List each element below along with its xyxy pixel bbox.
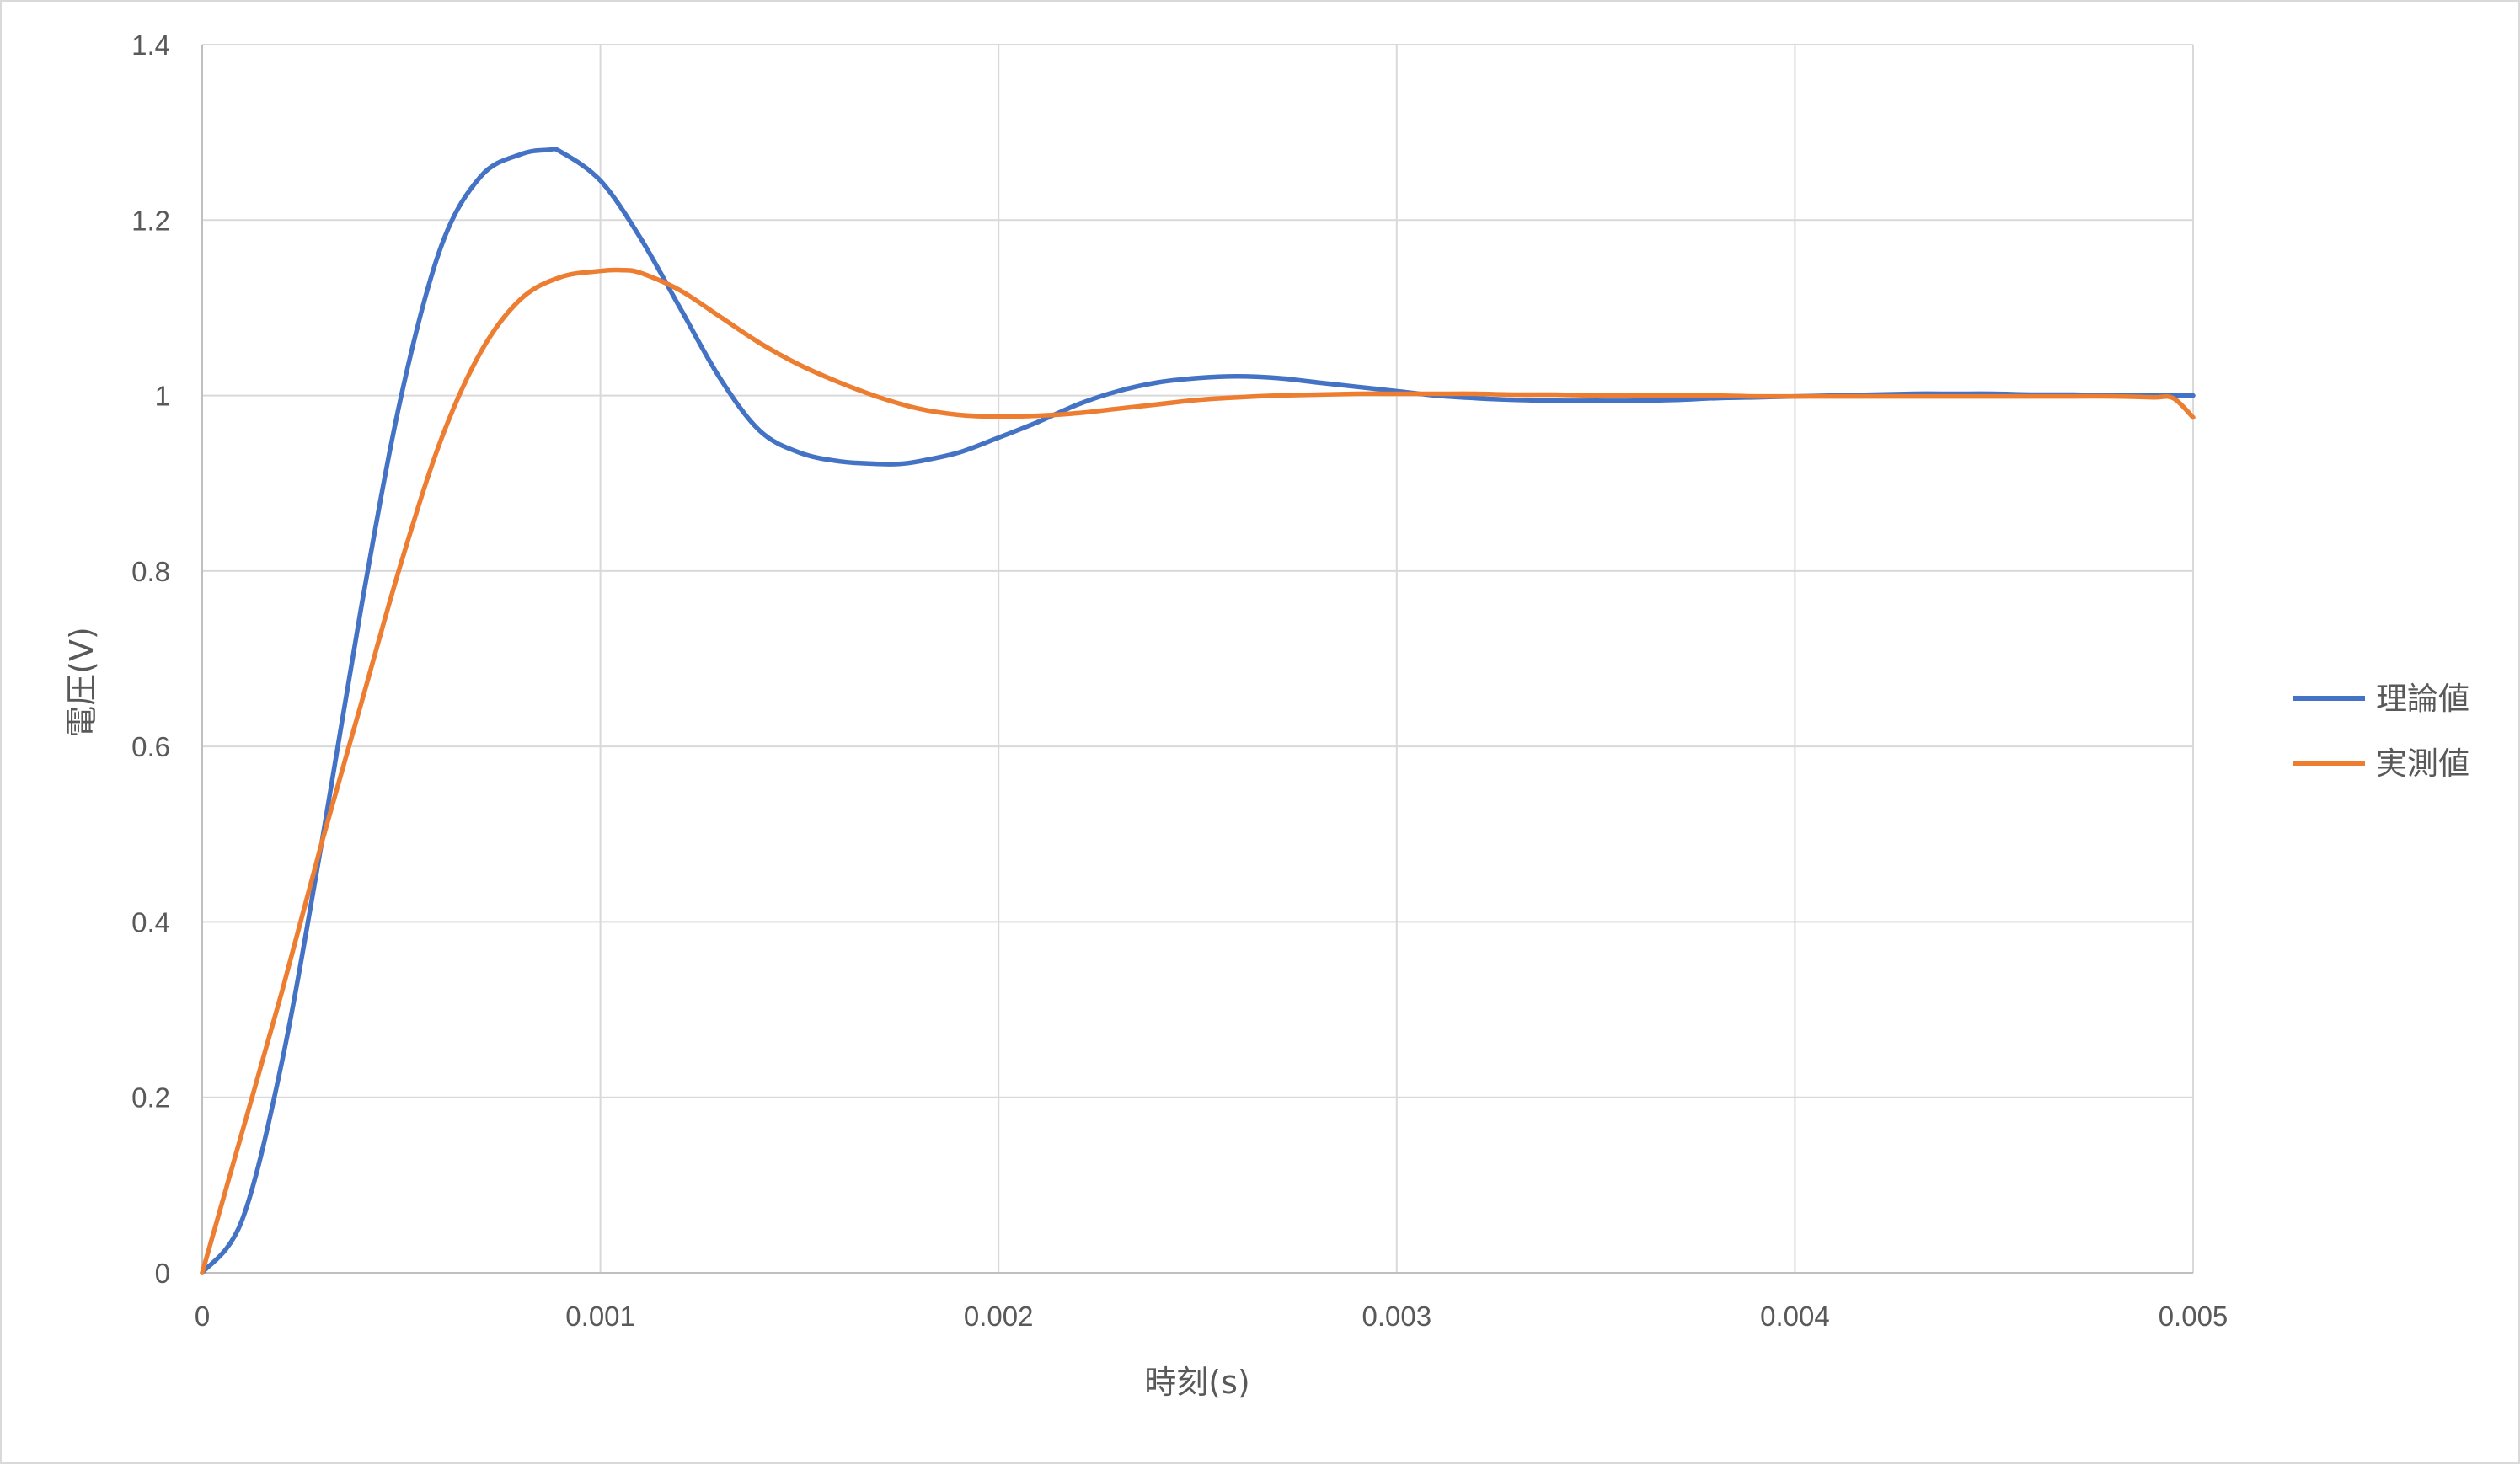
- x-tick-label: 0.005: [2159, 1301, 2228, 1332]
- y-tick-label: 1.4: [131, 29, 170, 61]
- x-tick-label: 0.001: [565, 1301, 635, 1332]
- legend-label-theory: 理論値: [2376, 681, 2469, 717]
- y-tick-label: 0.4: [131, 906, 170, 938]
- y-tick-label: 1.2: [131, 205, 170, 236]
- y-tick-label: 0.2: [131, 1082, 170, 1114]
- x-tick-label: 0: [195, 1301, 210, 1332]
- axes: [201, 45, 2193, 1274]
- data-series: [200, 146, 2196, 1275]
- x-tick-label: 0.003: [1362, 1301, 1432, 1332]
- series-line-measured: [200, 267, 2196, 1275]
- y-tick-label: 0.6: [131, 731, 170, 762]
- x-axis-title: 時刻(s): [1144, 1364, 1249, 1401]
- y-tick-label: 0.8: [131, 556, 170, 587]
- tick-labels: 0 0.2 0.4 0.6 0.8 1 1.2 1.4 0 0.001 0.002 0.003 0.00…: [131, 29, 2228, 1332]
- legend-label-measured: 実測値: [2376, 745, 2469, 782]
- legend: 理論値 実測値: [2293, 681, 2469, 782]
- y-axis-title: 電圧(V): [63, 627, 100, 738]
- y-tick-label: 1: [155, 381, 170, 412]
- y-tick-label: 0: [155, 1258, 170, 1289]
- x-tick-label: 0.004: [1760, 1301, 1830, 1332]
- x-tick-label: 0.002: [964, 1301, 1034, 1332]
